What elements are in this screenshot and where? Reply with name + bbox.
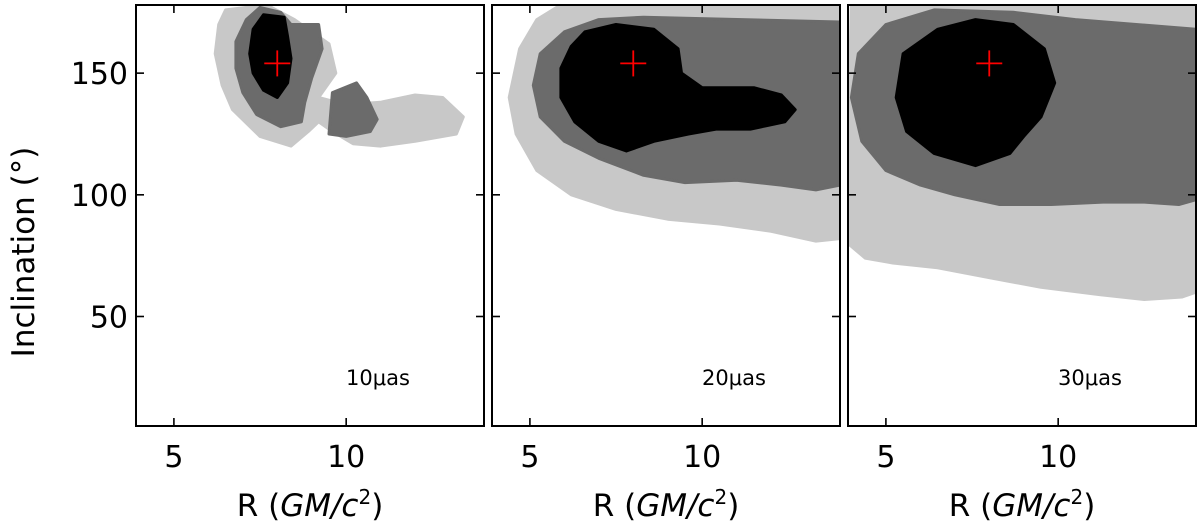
contours [213,5,465,148]
y-axis-label: Inclination (°) [6,147,42,358]
contour-inner-1 [248,13,293,99]
true-value-marker [976,50,1003,77]
y-tick-label: 150 [71,57,128,92]
panel-1: 5 10 50 100 150 10μas [71,4,485,475]
x-tick-label: 5 [876,440,895,475]
y-tick-label: 50 [90,300,128,335]
x-tick-label: 10 [1039,440,1077,475]
x-axis-label-1: R (GM/c2) [237,485,384,524]
panel-2: 5 10 20μas [491,4,841,475]
true-value-marker [620,50,647,77]
y-tick-label: 100 [71,179,128,214]
x-axis-label-2: R (GM/c2) [593,485,740,524]
contour-middle-2 [327,81,379,138]
contours [507,5,840,243]
panel-annotation: 20μas [702,366,766,390]
panel-3: 5 10 30μas [847,4,1197,475]
plot-frame [135,4,485,427]
true-value-marker [264,50,291,77]
panel-annotation: 30μas [1058,366,1122,390]
x-tick-label: 10 [683,440,721,475]
x-tick-label: 5 [164,440,183,475]
plot-frame [847,4,1197,427]
contours [848,5,1196,301]
contour-inner-1 [559,23,797,153]
plot-frame [491,4,841,427]
x-axis-label-3: R (GM/c2) [949,485,1096,524]
x-tick-label: 10 [327,440,365,475]
x-tick-label: 5 [520,440,539,475]
panel-annotation: 10μas [346,366,410,390]
contour-inner-1 [894,18,1057,168]
